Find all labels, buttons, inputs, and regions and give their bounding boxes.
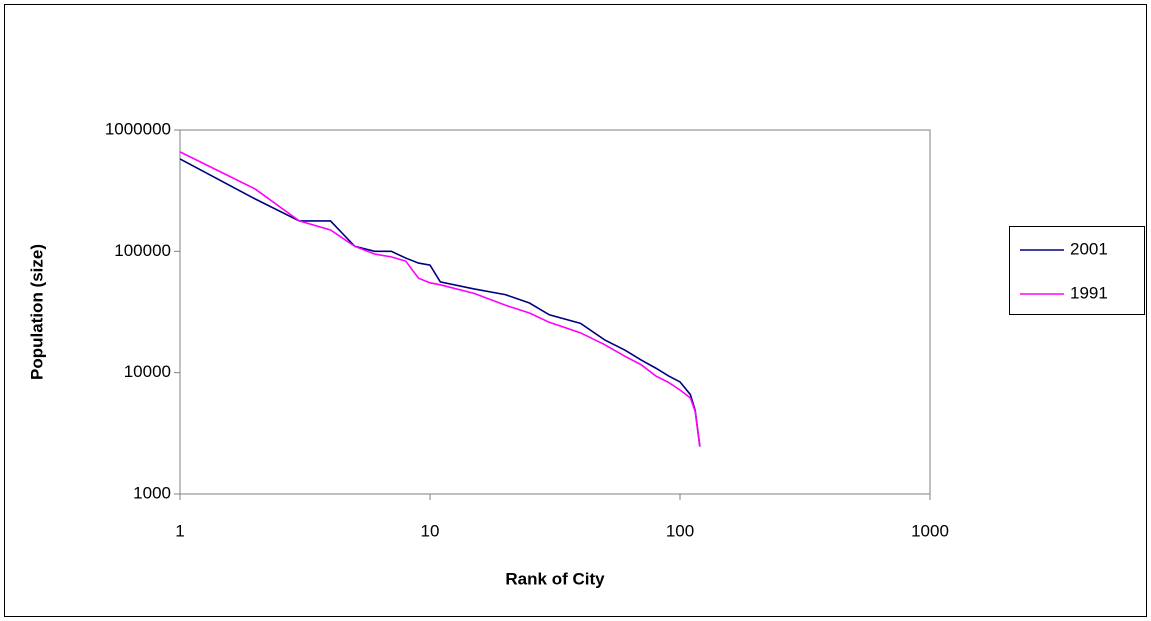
y-tick-label: 100000	[114, 241, 171, 260]
plot-area	[179, 129, 931, 495]
series-line	[179, 151, 701, 447]
x-axis-title: Rank of City	[505, 569, 605, 588]
legend-label: 1991	[1070, 283, 1108, 302]
legend-label: 2001	[1070, 239, 1108, 258]
y-tick-label: 1000000	[105, 119, 171, 138]
x-tick-label: 1000	[911, 521, 949, 540]
y-axis-title: Population (size)	[27, 244, 46, 380]
y-tick-label: 1000	[133, 483, 171, 502]
legend	[1009, 226, 1145, 315]
y-tick-label: 10000	[124, 362, 171, 381]
x-tick-label: 1	[175, 521, 184, 540]
x-tick-label: 10	[421, 521, 440, 540]
x-tick-label: 100	[666, 521, 694, 540]
